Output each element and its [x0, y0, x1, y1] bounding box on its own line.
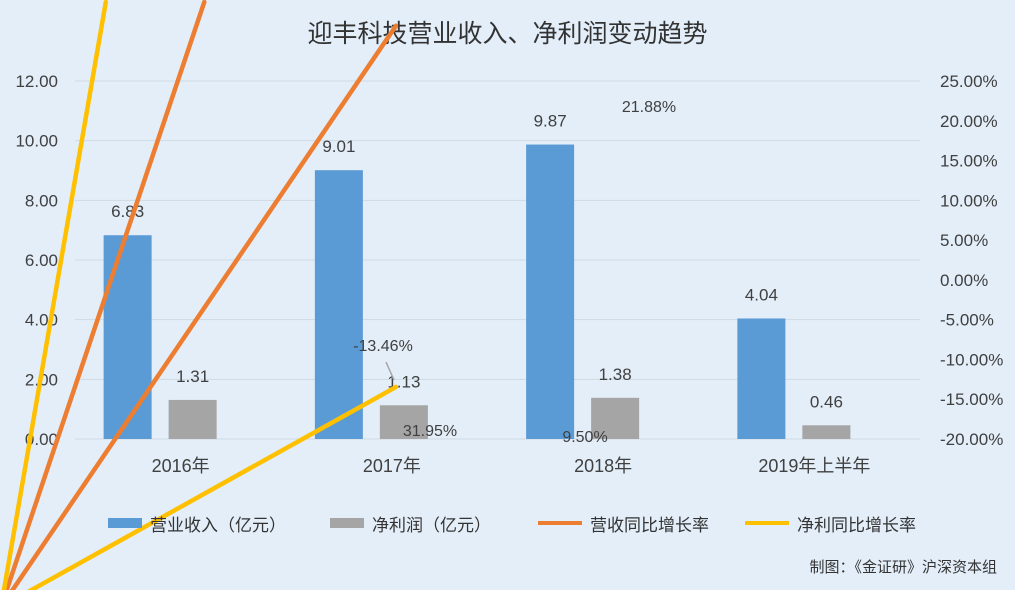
- revenue-growth-line: [4, 0, 399, 590]
- profit-bar: [802, 425, 851, 439]
- y2-tick-label: 5.00%: [940, 231, 988, 250]
- revenue-data-label: 4.04: [745, 285, 778, 304]
- label-leader-line: [385, 361, 395, 381]
- x-tick-label: 2017年: [363, 456, 421, 476]
- profit-growth-line: [1, 0, 399, 590]
- y-tick-label: 0.00: [25, 430, 58, 449]
- legend-swatch-revenue: [108, 518, 142, 528]
- legend: 营业收入（亿元） 净利润（亿元） 营收同比增长率 净利同比增长率: [0, 510, 1015, 536]
- revenue-bar: [737, 318, 786, 439]
- legend-swatch-profit: [330, 518, 364, 528]
- revenue-bar: [103, 235, 152, 439]
- legend-item-revenue: 营业收入（亿元）: [108, 510, 286, 536]
- revenue-growth-label: 9.50%: [562, 429, 607, 446]
- y2-tick-label: 10.00%: [940, 191, 998, 210]
- profit-growth-label: 21.88%: [622, 99, 676, 116]
- revenue-data-label: 9.01: [322, 137, 355, 156]
- x-tick-label: 2019年上半年: [758, 456, 870, 476]
- y2-tick-label: 20.00%: [940, 112, 998, 131]
- profit-bar: [168, 399, 217, 439]
- profit-data-label: 1.38: [599, 365, 632, 384]
- profit-data-label: 1.31: [176, 367, 209, 386]
- y2-tick-label: -10.00%: [940, 350, 1003, 369]
- revenue-data-label: 9.87: [534, 112, 567, 131]
- legend-swatch-revenue-growth: [538, 521, 582, 525]
- profit-data-label: 0.46: [810, 392, 843, 411]
- legend-label-profit-growth: 净利同比增长率: [797, 515, 916, 536]
- x-tick-label: 2016年: [152, 456, 210, 476]
- y-tick-label: 6.00: [25, 251, 58, 270]
- legend-item-profit-growth: 净利同比增长率: [745, 510, 916, 536]
- y2-tick-label: -15.00%: [940, 390, 1003, 409]
- profit-bar: [379, 405, 428, 439]
- profit-bar: [591, 397, 640, 439]
- legend-label-revenue: 营业收入（亿元）: [150, 515, 286, 536]
- legend-item-profit: 净利润（亿元）: [330, 510, 491, 536]
- legend-label-profit: 净利润（亿元）: [372, 515, 491, 536]
- x-tick-label: 2018年: [574, 456, 632, 476]
- y-tick-label: 10.00: [15, 132, 58, 151]
- y2-tick-label: 0.00%: [940, 271, 988, 290]
- revenue-growth-label: 31.95%: [403, 423, 457, 440]
- revenue-data-label: 6.83: [111, 202, 144, 221]
- legend-item-revenue-growth: 营收同比增长率: [538, 510, 709, 536]
- revenue-bar: [526, 144, 575, 440]
- y2-tick-label: 25.00%: [940, 72, 998, 91]
- y2-tick-label: -5.00%: [940, 311, 994, 330]
- revenue-bar: [314, 170, 363, 439]
- legend-label-revenue-growth: 营收同比增长率: [590, 515, 709, 536]
- profit-growth-label: -13.46%: [353, 338, 413, 355]
- y2-tick-label: 15.00%: [940, 152, 998, 171]
- credit-text: 制图：《金证研》沪深资本组: [809, 558, 997, 576]
- y-tick-label: 8.00: [25, 191, 58, 210]
- legend-swatch-profit-growth: [745, 521, 789, 525]
- y-tick-label: 12.00: [15, 72, 58, 91]
- y2-tick-label: -20.00%: [940, 430, 1003, 449]
- chart-title: 迎丰科技营业收入、净利润变动趋势: [307, 19, 708, 48]
